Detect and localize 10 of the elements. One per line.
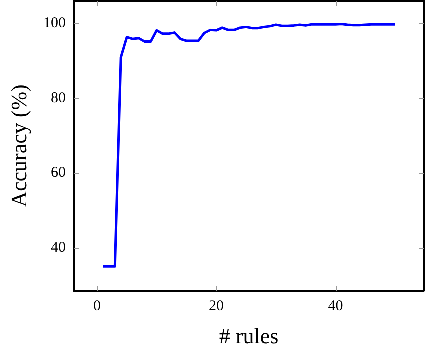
y-tick-label: 100 — [44, 15, 66, 32]
line-series — [102, 22, 397, 268]
y-axis-title: Accuracy (%) — [6, 84, 32, 208]
y-tick-label: 60 — [51, 165, 66, 182]
y-tick-label: 40 — [51, 240, 66, 256]
x-tick-label: 20 — [209, 298, 224, 314]
x-axis-title: # rules — [219, 324, 279, 348]
y-tick-label: 80 — [51, 90, 66, 106]
x-tick-label: 40 — [328, 298, 344, 314]
x-tick-label: 0 — [94, 298, 102, 314]
